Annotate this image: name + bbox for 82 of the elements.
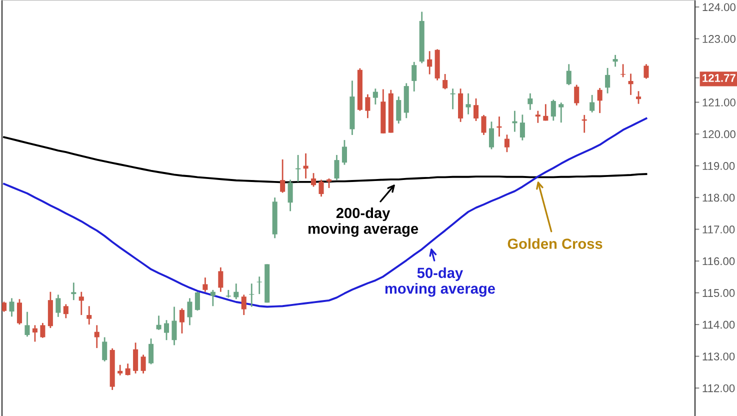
y-tick-label: 117.00 bbox=[702, 226, 735, 234]
candlestick bbox=[40, 322, 46, 339]
y-tick-label: 124.00 bbox=[702, 3, 736, 12]
candlestick bbox=[63, 304, 68, 319]
candlestick bbox=[125, 362, 130, 376]
candlestick bbox=[234, 282, 239, 300]
y-tick-label: 121.77 bbox=[702, 74, 736, 82]
candlestick bbox=[481, 114, 486, 136]
y-tick-label: 121.00 bbox=[702, 98, 736, 106]
candlestick bbox=[118, 364, 123, 376]
candlestick bbox=[442, 73, 448, 90]
candlestick bbox=[16, 298, 22, 326]
candlestick bbox=[450, 88, 456, 110]
candlestick bbox=[156, 314, 162, 331]
candlestick bbox=[342, 139, 347, 166]
candlestick bbox=[372, 88, 378, 106]
y-tick-label: 120.00 bbox=[702, 130, 736, 138]
candlestick bbox=[644, 63, 649, 80]
candlestick bbox=[218, 266, 224, 293]
candlestick bbox=[241, 294, 246, 316]
candlestick bbox=[636, 90, 642, 105]
candlestick bbox=[102, 336, 108, 362]
candlestick bbox=[148, 338, 154, 365]
candlestick bbox=[597, 87, 602, 114]
candlestick bbox=[574, 84, 580, 106]
candlestick bbox=[504, 134, 510, 153]
candlestick bbox=[32, 324, 38, 342]
candlestick bbox=[334, 154, 340, 181]
candlestick bbox=[296, 154, 301, 182]
y-tick-label: 113.00 bbox=[702, 352, 735, 360]
candlestick bbox=[226, 289, 231, 298]
candlestick bbox=[202, 276, 208, 293]
annotation: 50-day moving average bbox=[385, 267, 496, 297]
annotation: 200-day moving average bbox=[308, 207, 418, 237]
candlestick bbox=[628, 72, 634, 96]
candlestick bbox=[528, 92, 533, 111]
candlestick bbox=[488, 120, 494, 150]
candlestick bbox=[550, 99, 556, 122]
candlestick bbox=[210, 289, 216, 307]
y-tick-label: 118.00 bbox=[702, 194, 735, 202]
candlestick bbox=[466, 92, 471, 116]
candlestick bbox=[318, 179, 324, 198]
y-tick-label: 112.00 bbox=[702, 384, 735, 392]
candlestick bbox=[187, 297, 192, 326]
y-tick-label: 123.00 bbox=[702, 35, 736, 43]
y-tick-label: 114.00 bbox=[702, 320, 735, 329]
line-series bbox=[3, 117, 648, 308]
candlestick bbox=[365, 94, 370, 119]
candlestick bbox=[280, 158, 286, 194]
candlestick bbox=[86, 305, 92, 326]
candlestick bbox=[288, 179, 293, 212]
candlestick bbox=[164, 319, 170, 341]
candlestick bbox=[474, 98, 479, 122]
candlestick bbox=[558, 102, 564, 124]
candlestick bbox=[172, 306, 177, 346]
y-tick-label: 119.00 bbox=[702, 162, 735, 170]
candlestick bbox=[590, 94, 595, 114]
y-tick-label: 116.00 bbox=[702, 257, 735, 266]
candlestick bbox=[78, 291, 84, 316]
candlestick bbox=[133, 342, 138, 374]
candlestick bbox=[94, 324, 100, 349]
candlestick bbox=[194, 291, 200, 312]
candlestick bbox=[256, 276, 262, 295]
candlestick bbox=[56, 294, 61, 318]
candlestick bbox=[427, 50, 432, 76]
annotation: Golden Cross bbox=[508, 238, 602, 249]
candlestick bbox=[566, 63, 572, 86]
candlestick bbox=[520, 114, 525, 142]
candlestick bbox=[2, 300, 7, 313]
candlestick bbox=[535, 110, 540, 124]
candlestick bbox=[140, 354, 146, 374]
candlestick bbox=[543, 103, 548, 122]
candlestick bbox=[24, 311, 30, 338]
candlestick bbox=[396, 96, 402, 124]
y-tick-label: 115.00 bbox=[702, 289, 735, 297]
candlestick bbox=[311, 172, 316, 188]
candlestick bbox=[9, 297, 14, 318]
candlestick bbox=[71, 282, 76, 301]
candlestick bbox=[412, 61, 417, 92]
candlestick bbox=[605, 67, 610, 94]
candlestick bbox=[179, 308, 184, 334]
candlestick bbox=[612, 54, 618, 68]
